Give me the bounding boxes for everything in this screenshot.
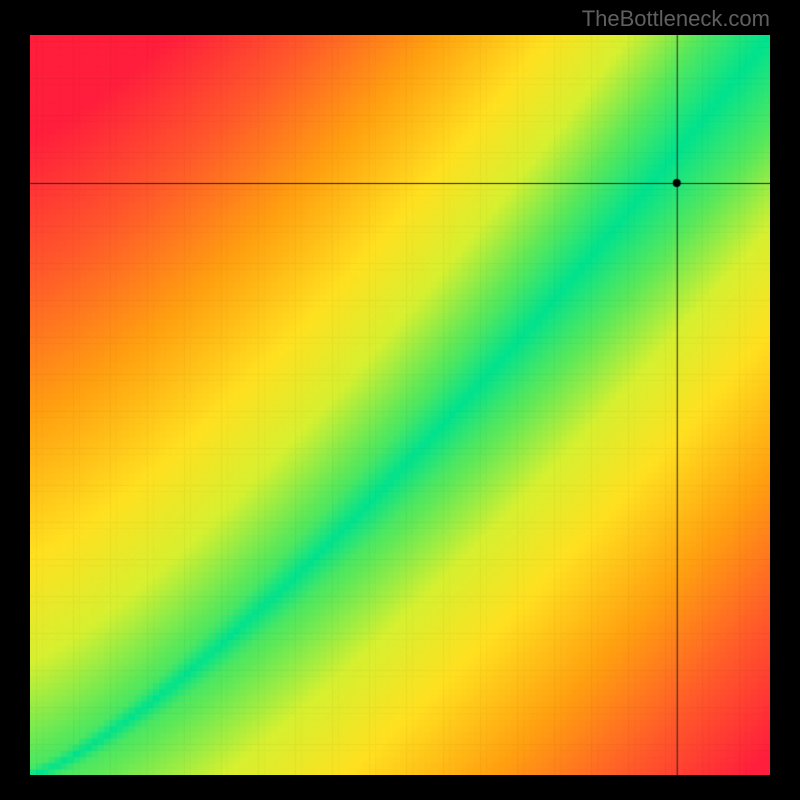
watermark-text: TheBottleneck.com — [582, 6, 770, 32]
chart-container: TheBottleneck.com — [0, 0, 800, 800]
bottleneck-heatmap — [30, 35, 770, 775]
